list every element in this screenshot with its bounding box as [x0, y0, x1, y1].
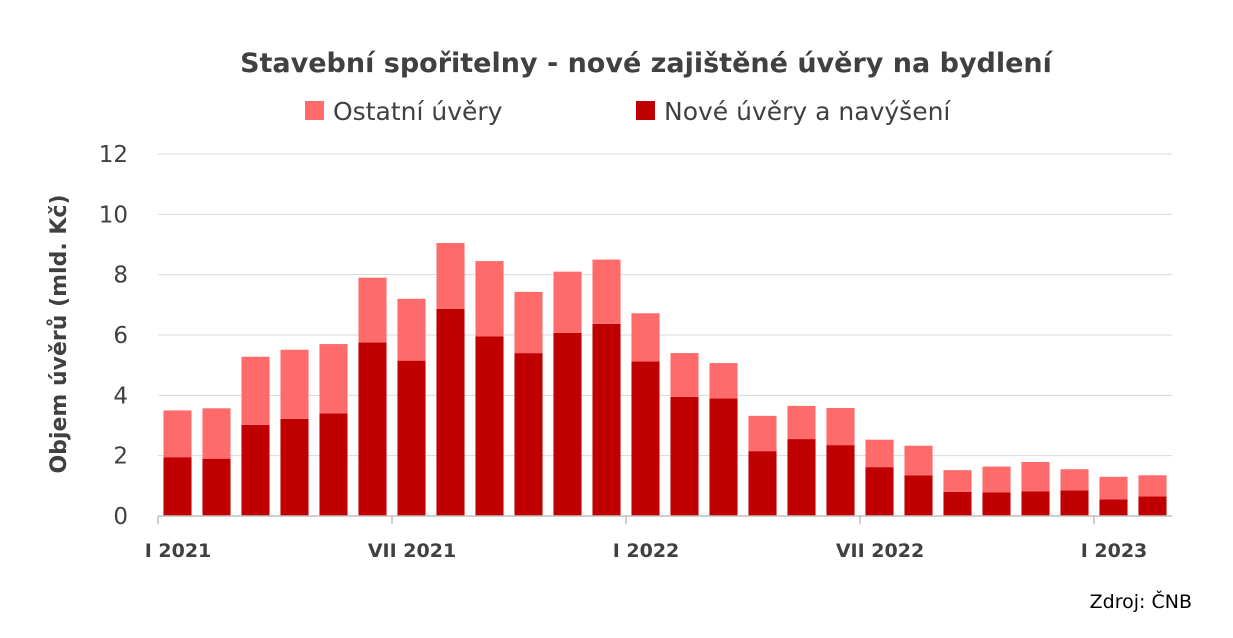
y-tick-label: 8: [113, 263, 128, 289]
bar-segment-new-loans: [670, 396, 699, 516]
bar-segment-other-loans: [592, 259, 621, 324]
bar-segment-other-loans: [553, 271, 582, 333]
bar-segment-new-loans: [904, 475, 933, 516]
bar-segment-other-loans: [709, 363, 738, 399]
chart-title: Stavební spořitelny - nové zajištěné úvě…: [240, 48, 1054, 79]
bar-segment-other-loans: [982, 466, 1011, 493]
bar-segment-new-loans: [436, 308, 465, 516]
bar-segment-other-loans: [436, 242, 465, 309]
bar-segment-other-loans: [865, 439, 894, 468]
bar-segment-new-loans: [241, 424, 270, 516]
legend-swatch: [305, 101, 324, 120]
bar-segment-other-loans: [319, 344, 348, 414]
bar-segment-new-loans: [475, 336, 504, 516]
bar-segment-new-loans: [865, 467, 894, 516]
bar-segment-new-loans: [202, 458, 231, 516]
y-axis: 0 2 4 6 8 10 12: [99, 142, 128, 530]
bar-segment-other-loans: [1060, 469, 1089, 491]
y-tick-label: 12: [99, 142, 128, 168]
y-tick-label: 4: [113, 383, 128, 409]
bar-segment-new-loans: [631, 361, 660, 516]
bar-segment-other-loans: [514, 291, 543, 354]
bar-segment-new-loans: [592, 323, 621, 516]
legend-swatch: [636, 101, 655, 120]
y-tick-label: 10: [99, 202, 128, 228]
bar-segment-other-loans: [202, 408, 231, 459]
bar-segment-new-loans: [397, 360, 426, 516]
bar-segment-new-loans: [748, 451, 777, 516]
legend-label: Ostatní úvěry: [333, 97, 503, 126]
bar-segment-other-loans: [241, 356, 270, 425]
x-tick-label: VII 2022: [836, 540, 924, 562]
x-tick-label: I 2022: [613, 540, 680, 562]
bar-segment-other-loans: [631, 313, 660, 362]
bar-segment-other-loans: [397, 298, 426, 361]
bar-segment-new-loans: [319, 413, 348, 516]
bar-segment-new-loans: [553, 332, 582, 516]
y-tick-label: 6: [113, 323, 128, 349]
bar-segment-new-loans: [1021, 491, 1050, 516]
bar-segment-new-loans: [1138, 496, 1167, 516]
bar-segment-new-loans: [709, 398, 738, 516]
bar-segment-new-loans: [982, 492, 1011, 516]
bar-segment-other-loans: [280, 349, 309, 419]
x-tick-label: I 2023: [1081, 540, 1148, 562]
bar-segment-other-loans: [670, 353, 699, 397]
y-tick-label: 0: [113, 504, 128, 530]
gridlines: [158, 153, 1172, 457]
bar-segment-other-loans: [1099, 476, 1128, 500]
bar-segment-other-loans: [163, 410, 192, 458]
bar-segment-new-loans: [1060, 490, 1089, 516]
bar-segment-other-loans: [943, 470, 972, 492]
source-note: Zdroj: ČNB: [1090, 589, 1192, 613]
legend-label: Nové úvěry a navýšení: [664, 97, 951, 126]
bar-segment-new-loans: [943, 491, 972, 516]
bar-segment-new-loans: [514, 353, 543, 516]
bar-segment-other-loans: [904, 445, 933, 476]
bar-segment-new-loans: [826, 445, 855, 516]
x-tick-label: VII 2021: [368, 540, 456, 562]
legend: Ostatní úvěry Nové úvěry a navýšení: [305, 97, 951, 126]
x-tick-label: I 2021: [145, 540, 212, 562]
bar-segment-new-loans: [280, 418, 309, 516]
bar-segment-other-loans: [1021, 462, 1050, 492]
bar-segment-new-loans: [358, 342, 387, 516]
bar-segment-other-loans: [475, 261, 504, 337]
bar-segment-new-loans: [787, 439, 816, 516]
bar-segment-other-loans: [826, 408, 855, 446]
y-axis-label: Objem úvěrů (mld. Kč): [47, 194, 72, 473]
bar-segment-other-loans: [787, 405, 816, 440]
bar-segment-other-loans: [1138, 475, 1167, 497]
x-axis: I 2021 VII 2021 I 2022 VII 2022 I 2023: [145, 515, 1172, 562]
bar-segment-other-loans: [748, 415, 777, 452]
bar-segment-new-loans: [163, 457, 192, 516]
y-tick-label: 2: [113, 444, 128, 470]
bars: [163, 242, 1167, 516]
bar-segment-new-loans: [1099, 499, 1128, 516]
bar-segment-other-loans: [358, 277, 387, 343]
